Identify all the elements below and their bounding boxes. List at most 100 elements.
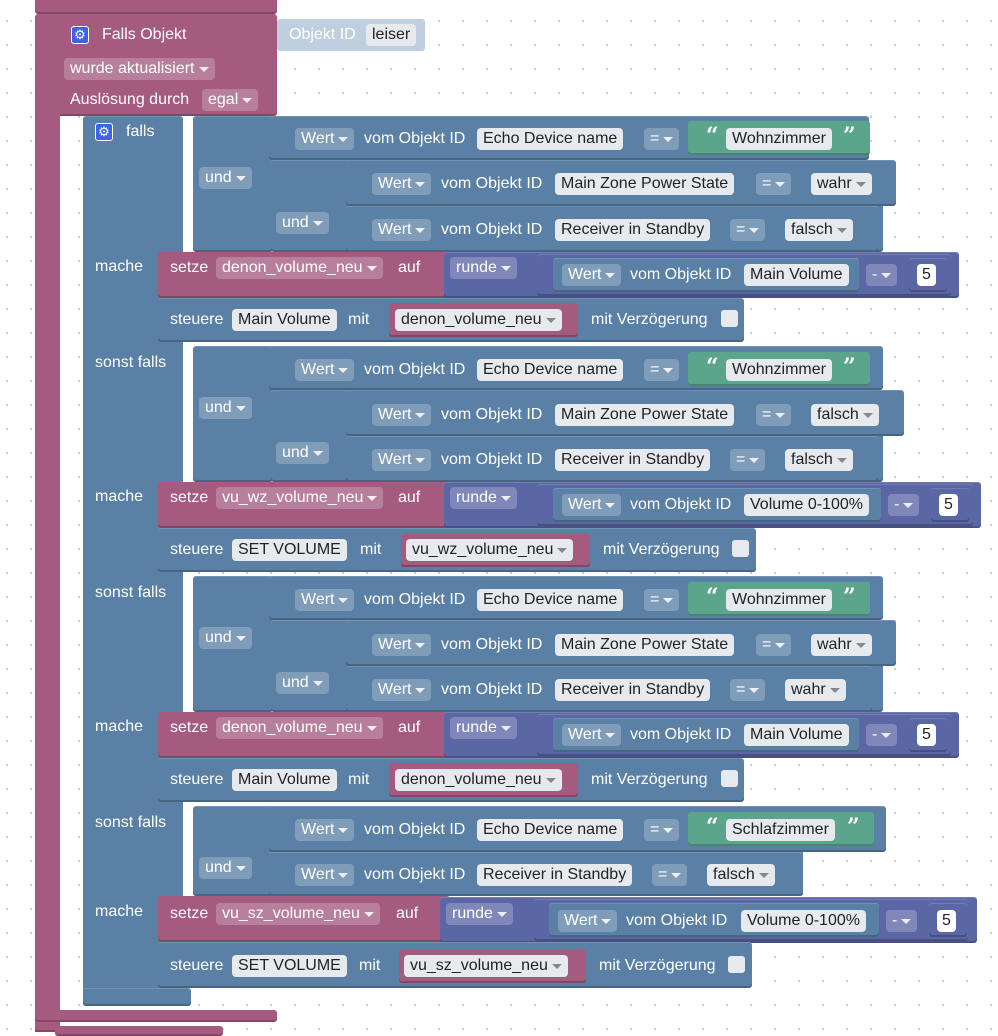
- and-dropdown[interactable]: und: [199, 627, 252, 649]
- set-variable-block[interactable]: [158, 482, 450, 528]
- variable-dropdown[interactable]: denon_volume_neu: [395, 769, 562, 791]
- and-block[interactable]: [193, 346, 273, 482]
- object-id-field[interactable]: Main Zone Power State: [555, 404, 735, 426]
- minus-dropdown[interactable]: -: [886, 910, 918, 932]
- variable-dropdown[interactable]: vu_wz_volume_neu: [406, 539, 574, 561]
- round-dropdown[interactable]: runde: [450, 257, 517, 279]
- minus-dropdown[interactable]: -: [866, 264, 898, 286]
- delay-checkbox[interactable]: [721, 310, 738, 327]
- equals-dropdown[interactable]: =: [730, 679, 766, 701]
- object-id-field[interactable]: Receiver in Standby: [477, 864, 633, 886]
- boolean-dropdown[interactable]: wahr: [785, 679, 846, 701]
- round-dropdown[interactable]: runde: [446, 903, 513, 925]
- object-id-field[interactable]: Receiver in Standby: [555, 449, 711, 471]
- value-dropdown[interactable]: Wert: [562, 494, 622, 516]
- object-id-field[interactable]: Main Volume: [744, 264, 849, 286]
- equals-dropdown[interactable]: =: [644, 589, 680, 611]
- equals-dropdown[interactable]: =: [652, 864, 688, 886]
- object-id-field[interactable]: Echo Device name: [477, 128, 624, 150]
- equals-dropdown[interactable]: =: [644, 359, 680, 381]
- boolean-dropdown[interactable]: wahr: [811, 634, 872, 656]
- minus-dropdown[interactable]: -: [866, 724, 898, 746]
- value-dropdown[interactable]: Wert: [372, 404, 432, 426]
- value-dropdown[interactable]: Wert: [372, 173, 432, 195]
- value-dropdown[interactable]: Wert: [372, 679, 432, 701]
- object-id-field[interactable]: Volume 0-100%: [744, 494, 869, 516]
- trigger-dropdown[interactable]: egal: [202, 89, 259, 111]
- object-id-field[interactable]: Echo Device name: [477, 359, 624, 381]
- boolean-dropdown[interactable]: falsch: [785, 219, 853, 241]
- set-variable-block[interactable]: [158, 896, 450, 942]
- updated-dropdown[interactable]: wurde aktualisiert: [64, 58, 215, 80]
- gear-icon[interactable]: ⚙: [71, 26, 89, 44]
- and-dropdown[interactable]: und: [199, 397, 252, 419]
- object-id-field[interactable]: Echo Device name: [477, 589, 624, 611]
- value-dropdown[interactable]: Wert: [372, 219, 432, 241]
- number-field[interactable]: 5: [917, 264, 936, 286]
- set-variable-block[interactable]: [158, 252, 450, 298]
- variable-dropdown[interactable]: vu_wz_volume_neu: [216, 487, 384, 509]
- object-id-field[interactable]: Main Volume: [232, 309, 337, 331]
- object-id-field[interactable]: Volume 0-100%: [741, 910, 866, 932]
- and-dropdown[interactable]: und: [276, 672, 329, 694]
- boolean-dropdown[interactable]: falsch: [785, 449, 853, 471]
- boolean-dropdown[interactable]: falsch: [707, 864, 775, 886]
- value-dropdown[interactable]: Wert: [295, 819, 355, 841]
- text-field[interactable]: Schlafzimmer: [726, 819, 835, 841]
- value-dropdown[interactable]: Wert: [372, 449, 432, 471]
- boolean-dropdown[interactable]: falsch: [811, 404, 879, 426]
- object-id-label: vom Objekt ID: [441, 681, 543, 698]
- value-dropdown[interactable]: Wert: [562, 264, 622, 286]
- equals-dropdown[interactable]: =: [644, 128, 680, 150]
- equals-dropdown[interactable]: =: [730, 219, 766, 241]
- text-field[interactable]: Wohnzimmer: [726, 128, 832, 150]
- value-dropdown[interactable]: Wert: [295, 128, 355, 150]
- value-dropdown[interactable]: Wert: [295, 589, 355, 611]
- round-dropdown[interactable]: runde: [450, 717, 517, 739]
- object-id-field[interactable]: Main Volume: [744, 724, 849, 746]
- and-block[interactable]: [193, 576, 273, 712]
- equals-dropdown[interactable]: =: [756, 173, 792, 195]
- value-dropdown[interactable]: Wert: [295, 864, 355, 886]
- object-id-field[interactable]: Main Zone Power State: [555, 634, 735, 656]
- object-id-field[interactable]: Main Zone Power State: [555, 173, 735, 195]
- value-dropdown[interactable]: Wert: [372, 634, 432, 656]
- object-id-field[interactable]: SET VOLUME: [232, 539, 347, 561]
- number-field[interactable]: 5: [917, 724, 936, 746]
- minus-dropdown[interactable]: -: [888, 494, 920, 516]
- variable-dropdown[interactable]: denon_volume_neu: [395, 309, 562, 331]
- value-dropdown[interactable]: Wert: [295, 359, 355, 381]
- number-field[interactable]: 5: [939, 494, 958, 516]
- equals-dropdown[interactable]: =: [756, 634, 792, 656]
- and-dropdown[interactable]: und: [199, 167, 252, 189]
- number-field[interactable]: 5: [937, 910, 956, 932]
- boolean-dropdown[interactable]: wahr: [811, 173, 872, 195]
- equals-dropdown[interactable]: =: [756, 404, 792, 426]
- text-field[interactable]: Wohnzimmer: [726, 589, 832, 611]
- value-dropdown[interactable]: Wert: [558, 910, 618, 932]
- object-id-field[interactable]: Receiver in Standby: [555, 679, 711, 701]
- object-id-field[interactable]: SET VOLUME: [232, 955, 347, 977]
- variable-dropdown[interactable]: denon_volume_neu: [216, 257, 383, 279]
- variable-dropdown[interactable]: vu_sz_volume_neu: [404, 955, 568, 977]
- set-variable-block[interactable]: [158, 712, 450, 758]
- object-id-field[interactable]: Echo Device name: [477, 819, 624, 841]
- and-dropdown[interactable]: und: [276, 212, 329, 234]
- text-field[interactable]: Wohnzimmer: [726, 359, 832, 381]
- delay-checkbox[interactable]: [728, 956, 745, 973]
- object-id-field[interactable]: Receiver in Standby: [555, 219, 711, 241]
- and-dropdown[interactable]: und: [199, 857, 252, 879]
- equals-dropdown[interactable]: =: [644, 819, 680, 841]
- variable-dropdown[interactable]: vu_sz_volume_neu: [216, 903, 380, 925]
- value-dropdown[interactable]: Wert: [562, 724, 622, 746]
- and-dropdown[interactable]: und: [276, 442, 329, 464]
- object-id-field[interactable]: leiser: [366, 24, 417, 46]
- delay-checkbox[interactable]: [732, 540, 749, 557]
- variable-dropdown[interactable]: denon_volume_neu: [216, 717, 383, 739]
- and-block[interactable]: [193, 116, 273, 252]
- object-id-field[interactable]: Main Volume: [232, 769, 337, 791]
- equals-dropdown[interactable]: =: [730, 449, 766, 471]
- gear-icon[interactable]: ⚙: [95, 123, 113, 141]
- delay-checkbox[interactable]: [721, 770, 738, 787]
- round-dropdown[interactable]: runde: [450, 487, 517, 509]
